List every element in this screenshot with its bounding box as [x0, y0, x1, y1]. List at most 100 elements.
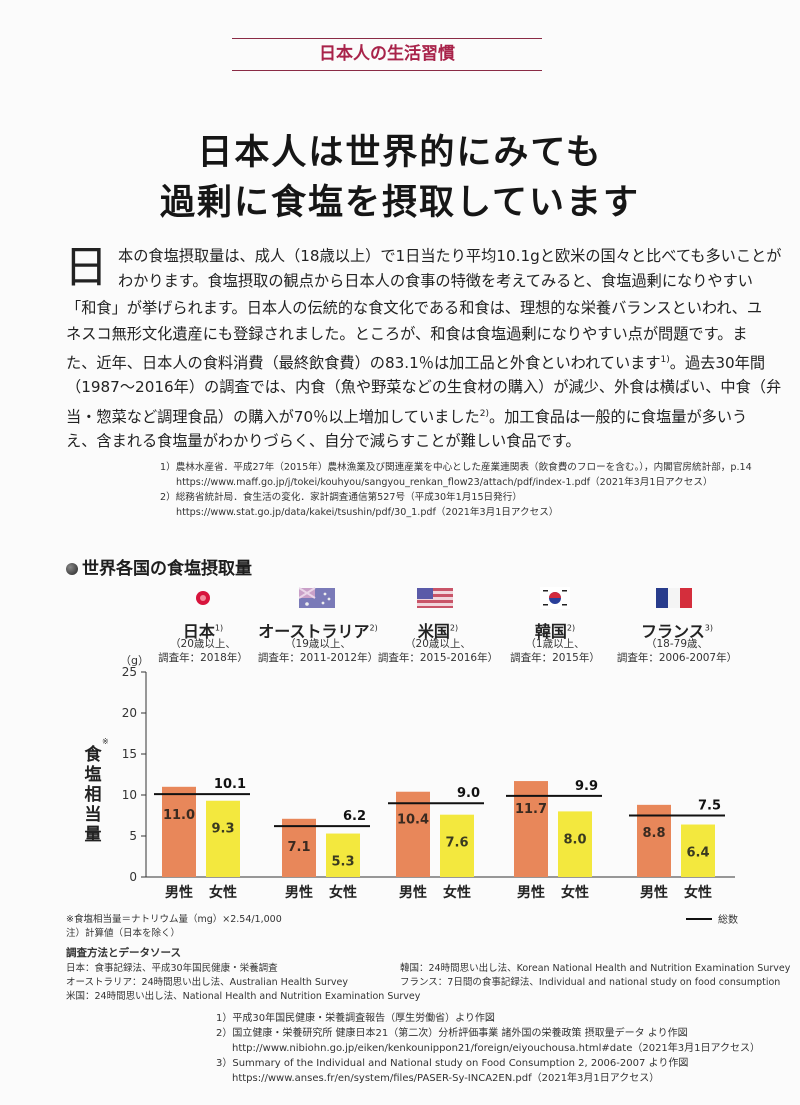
country-note-australia: （19歳以上、 調査年：2011-2012年）: [257, 638, 379, 664]
country-note-japan: （20歳以上、 調査年：2018年）: [158, 638, 248, 664]
value-label-female: 8.0: [563, 832, 586, 847]
footnote-bottom-2-url: http://www.nibiohn.go.jp/eiken/kenkounip…: [232, 1043, 761, 1054]
y-tick-label: 15: [122, 747, 137, 761]
value-label-male: 11.0: [163, 808, 195, 823]
country-name: フランス: [641, 622, 705, 641]
country-name: オーストラリア: [258, 622, 370, 641]
x-label-male: 男性: [165, 884, 193, 901]
body-line-4: ネスコ無形文化遺産にも登録されました。ところが、和食は食塩過剰になりやすい点が問…: [66, 325, 748, 343]
page-title-line2: 過剰に食塩を摂取しています: [160, 183, 640, 223]
body-line-5-tail: 。過去30年間: [669, 354, 766, 373]
y-axis-label-char: 塩: [85, 764, 102, 785]
footnote-top-1-url: https://www.maff.go.jp/j/tokei/kouhyou/s…: [176, 477, 713, 488]
country-note-usa: （20歳以上、 調査年：2015-2016年）: [377, 638, 499, 664]
x-label-female: 女性: [443, 884, 471, 901]
x-label-female: 女性: [329, 884, 357, 901]
footnote-bottom-3: 3）Summary of the Individual and National…: [216, 1058, 689, 1069]
body-line-7: 当・惣菜など調理食品）の購入が70％以上増加していました2)。加工食品は一般的に…: [66, 404, 747, 427]
bar-female: [558, 811, 592, 877]
bullet-icon: [66, 563, 78, 575]
value-label-male: 10.4: [397, 813, 429, 828]
bar-female: [206, 800, 240, 877]
bar-male: [514, 781, 548, 877]
methods-left-3: 米国：24時間思い出し法、National Health and Nutriti…: [66, 991, 421, 1002]
bar-female: [681, 824, 715, 877]
body-line-5: た、近年、日本人の食料消費（最終飲食費）の83.1％は加工品と外食といわれていま…: [66, 350, 765, 373]
value-label-total: 9.9: [575, 779, 598, 794]
methods-right-2: フランス：7日間の食事記録法、Individual and national s…: [400, 977, 781, 988]
france-flag: [656, 588, 692, 608]
bar-male: [396, 791, 430, 877]
body-line-8: え、含まれる食塩量がわかりづらく、自分で減らすことが難しい食品です。: [66, 432, 581, 450]
country-note-korea: （1歳以上、 調査年：2015年）: [510, 638, 600, 664]
y-axis-label-mark: ※: [102, 737, 109, 746]
y-axis-label-char: 相: [85, 784, 102, 805]
country-label-australia: オーストラリア2): [253, 618, 383, 642]
country-label-usa: 米国2): [373, 618, 503, 642]
bar-female: [326, 833, 360, 877]
dropcap: 日: [64, 242, 108, 293]
y-tick-label: 10: [122, 788, 137, 802]
x-label-female: 女性: [209, 884, 237, 901]
legend-total-label: 総数: [718, 913, 738, 926]
bar-female: [440, 814, 474, 877]
country-ref: 2): [566, 623, 576, 633]
chart-note-2: 注）計算値（日本を除く）: [66, 928, 181, 939]
x-label-female: 女性: [684, 884, 712, 901]
australia-flag: [299, 587, 335, 608]
y-tick-label: 0: [129, 870, 137, 884]
header-rule-top: [232, 38, 542, 39]
x-label-male: 男性: [640, 884, 668, 901]
y-unit-label: （g）: [120, 654, 149, 667]
section-badge: 日本人の生活習慣: [319, 44, 455, 64]
methods-heading: 調査方法とデータソース: [66, 947, 181, 959]
footnote-bottom-3-url: https://www.anses.fr/en/system/files/PAS…: [232, 1073, 660, 1084]
japan-flag: [196, 591, 210, 605]
x-label-male: 男性: [285, 884, 313, 901]
country-ref: 2): [369, 623, 378, 633]
methods-left-2: オーストラリア：24時間思い出し法、Australian Health Surv…: [66, 977, 348, 988]
body-line-7-tail: 。加工食品は一般的に食塩量が多いう: [489, 408, 748, 427]
body-line-1: 本の食塩摂取量は、成人（18歳以上）で1日当たり平均10.1gと欧米の国々と比べ…: [118, 247, 782, 265]
country-name: 米国: [417, 622, 450, 641]
y-tick-label: 25: [122, 665, 137, 679]
value-label-male: 11.7: [515, 802, 547, 817]
body-line-6: （1987〜2016年）の調査では、内食（魚や野菜などの生食材の購入）が減少、外…: [66, 378, 782, 396]
bar-male: [282, 818, 316, 877]
bar-male: [637, 804, 671, 877]
header-rule-bottom: [232, 70, 542, 71]
value-label-total: 7.5: [698, 799, 721, 814]
y-tick-label: 5: [129, 829, 137, 843]
footnote-top-2: 2）総務省統計局．食生活の変化．家計調査通信第527号（平成30年1月15日発行…: [160, 492, 522, 503]
value-label-male: 8.8: [642, 826, 665, 841]
country-label-france: フランス3): [612, 618, 742, 642]
country-label-japan: 日本1): [138, 618, 268, 642]
value-label-female: 5.3: [331, 855, 354, 870]
chart-note-1: ※食塩相当量＝ナトリウム量（mg）×2.54/1,000: [66, 914, 282, 925]
bar-male: [162, 786, 196, 877]
footnote-bottom-2: 2）国立健康・栄養研究所 健康日本21（第二次）分析評価事業 諸外国の栄養政策 …: [216, 1028, 688, 1039]
country-ref: 2): [449, 623, 459, 633]
country-ref: 3): [704, 623, 713, 633]
country-name: 韓国: [534, 622, 567, 641]
page-title-line1: 日本人は世界的にみても: [197, 133, 603, 173]
y-axis-label-char: 量: [85, 824, 102, 845]
value-label-female: 7.6: [445, 836, 468, 851]
y-axis-label-char: 当: [85, 804, 102, 825]
x-label-male: 男性: [517, 884, 545, 901]
body-line-5-text: た、近年、日本人の食料消費（最終飲食費）の83.1％は加工品と外食といわれていま…: [66, 354, 661, 373]
footnote-top-2-url: https://www.stat.go.jp/data/kakei/tsushi…: [176, 507, 559, 518]
country-label-korea: 韓国2): [490, 618, 620, 642]
body-line-3: 「和食」が挙げられます。日本人の伝統的な食文化である和食は、理想的な栄養バランス…: [66, 299, 763, 317]
chart-section-title: 世界各国の食塩摂取量: [66, 554, 252, 579]
footnote-top-1: 1）農林水産省．平成27年（2015年）農林漁業及び関連産業を中心とした産業連関…: [160, 462, 752, 473]
y-tick-label: 20: [122, 706, 137, 720]
value-label-female: 9.3: [211, 822, 234, 837]
methods-left-1: 日本：食事記録法、平成30年国民健康・栄養調査: [66, 963, 278, 974]
y-axis-label-char: 食: [85, 744, 103, 765]
methods-right-1: 韓国：24時間思い出し法、Korean National Health and …: [400, 963, 791, 974]
chart-section-title-text: 世界各国の食塩摂取量: [82, 559, 252, 579]
x-label-female: 女性: [561, 884, 589, 901]
value-label-male: 7.1: [287, 840, 310, 855]
